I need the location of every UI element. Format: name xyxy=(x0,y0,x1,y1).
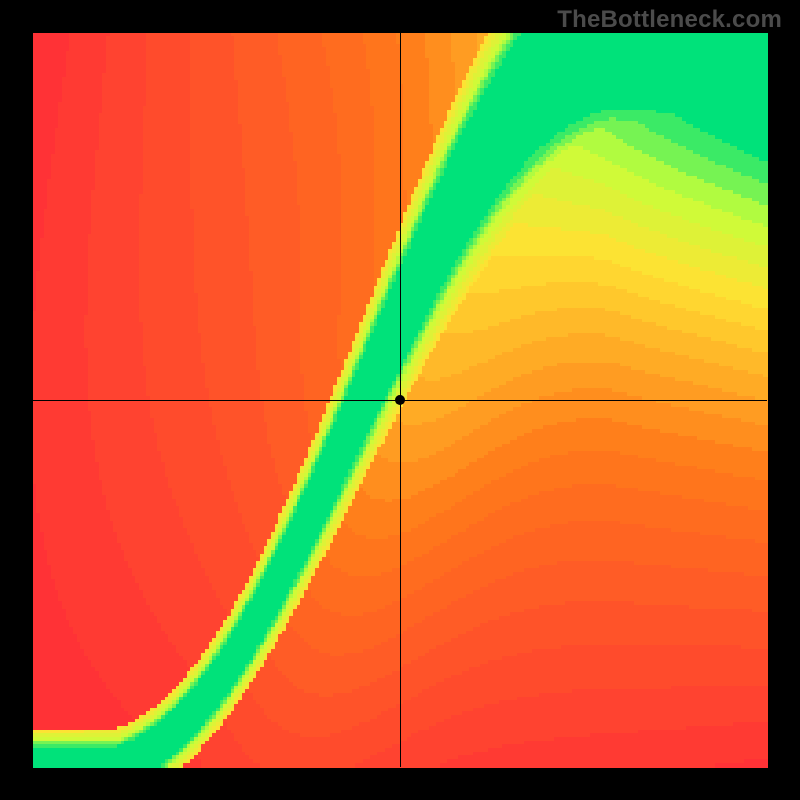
chart-container: TheBottleneck.com xyxy=(0,0,800,800)
heatmap-canvas xyxy=(0,0,800,800)
watermark-text: TheBottleneck.com xyxy=(557,6,782,34)
